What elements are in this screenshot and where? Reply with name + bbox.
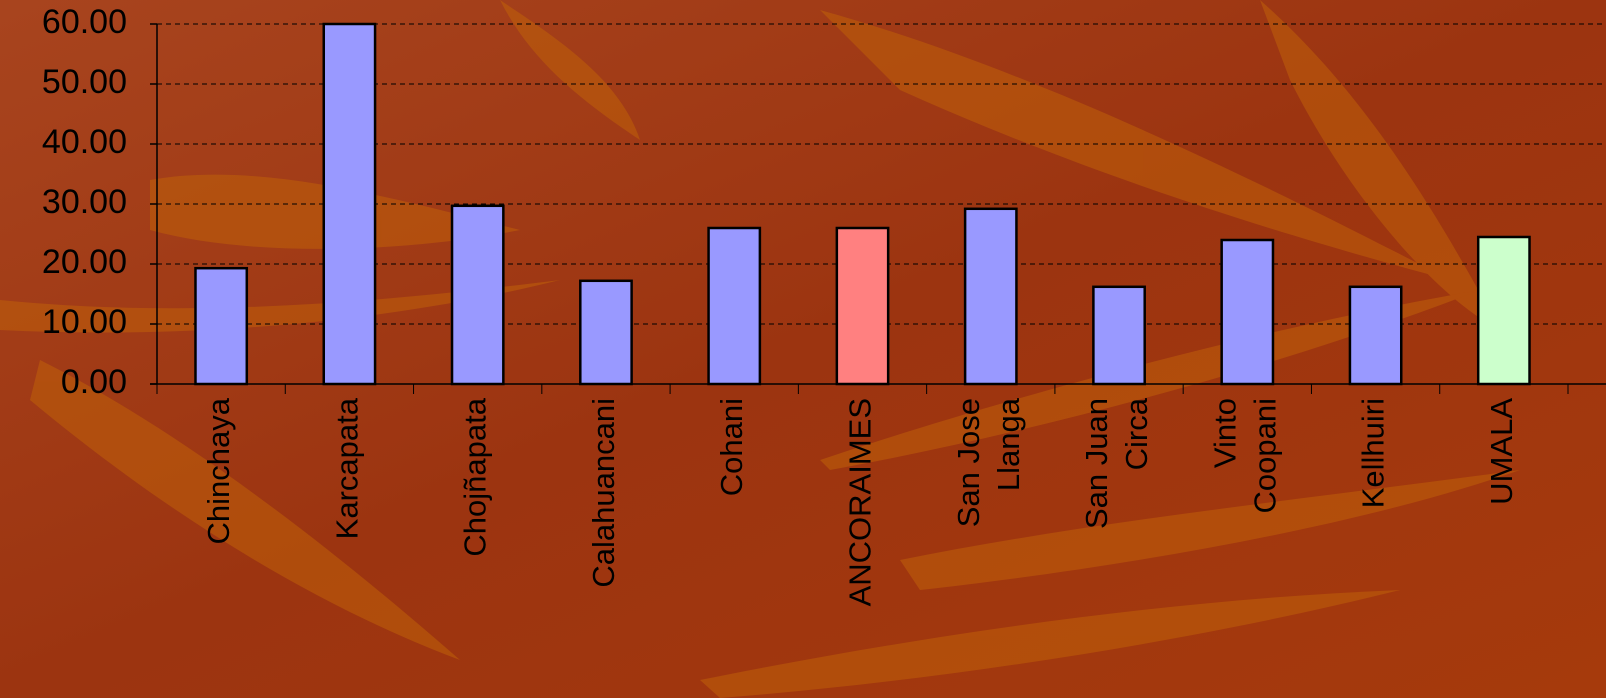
x-tick-label: Cohani xyxy=(714,398,749,496)
x-tick-label: Chojñapata xyxy=(458,397,493,556)
bar xyxy=(1220,238,1275,386)
bar xyxy=(579,279,633,386)
y-tick-label: 0.00 xyxy=(61,363,127,401)
y-tick-label: 50.00 xyxy=(42,63,127,101)
x-tick-label: Kellhuiri xyxy=(1356,398,1391,508)
bar xyxy=(1348,285,1403,386)
leaf-decoration xyxy=(0,0,1520,698)
x-tick-label: Chinchaya xyxy=(201,397,236,544)
y-tick-label: 30.00 xyxy=(42,183,127,221)
bar xyxy=(707,226,762,386)
y-tick-label: 60.00 xyxy=(42,3,127,41)
x-tick-label: Vinto Coopani xyxy=(1208,398,1283,513)
x-tick-label: UMALA xyxy=(1484,398,1519,505)
x-tick-label: Karcapata xyxy=(330,397,365,539)
bar xyxy=(1092,285,1146,386)
y-tick-label: 10.00 xyxy=(42,303,127,341)
x-tick-label: San Jose Llanga xyxy=(951,397,1026,527)
bar xyxy=(963,207,1018,386)
bar xyxy=(194,266,249,386)
bar xyxy=(322,22,377,386)
bar xyxy=(450,204,505,386)
bar xyxy=(835,226,890,386)
y-tick-label: 20.00 xyxy=(42,243,127,281)
x-tick-label: Calahuancani xyxy=(586,398,621,588)
y-tick-label: 40.00 xyxy=(42,123,127,161)
bar xyxy=(1476,235,1531,386)
x-tick-label: San Juan Circa xyxy=(1079,397,1154,529)
x-tick-label: ANCORAIMES xyxy=(843,398,878,606)
